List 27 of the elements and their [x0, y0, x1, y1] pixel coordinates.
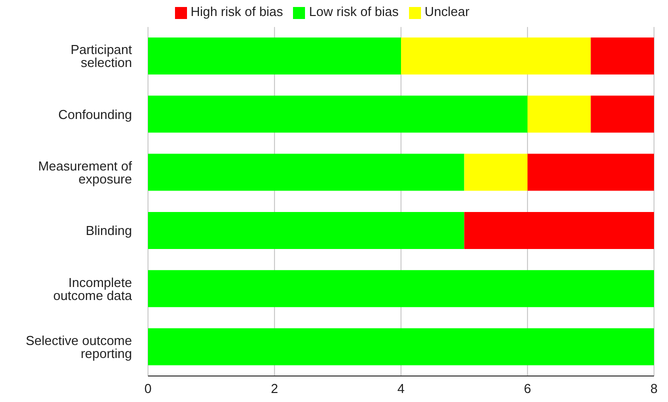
legend-label: High risk of bias [190, 4, 284, 19]
bar [590, 37, 654, 74]
bar [148, 328, 654, 366]
y-tick-label: Selective outcome reporting [26, 333, 132, 362]
x-tick-label: 4 [397, 381, 405, 396]
legend-label: Unclear [424, 4, 470, 19]
bar [528, 154, 654, 191]
bar [464, 154, 528, 191]
bar [528, 96, 591, 133]
bar [148, 96, 528, 133]
x-tick-label: 8 [650, 381, 658, 396]
bar [464, 212, 654, 249]
y-tick-label: Confounding [58, 106, 132, 122]
bar [590, 96, 654, 133]
y-tick-label: Participant selection [70, 42, 132, 70]
bar [401, 37, 591, 74]
x-tick-label: 6 [524, 381, 532, 396]
bar [148, 154, 464, 191]
x-tick-label: 0 [144, 381, 152, 396]
x-tick-label: 2 [270, 381, 278, 396]
bar [148, 37, 401, 74]
bar [148, 212, 464, 249]
y-tick-label: Blinding [86, 223, 132, 238]
y-tick-label: Measurement of exposure [38, 158, 132, 187]
y-tick-label: Incomplete outcome data [53, 274, 133, 303]
legend-label: Low risk of bias [309, 4, 399, 19]
bar [148, 270, 654, 308]
